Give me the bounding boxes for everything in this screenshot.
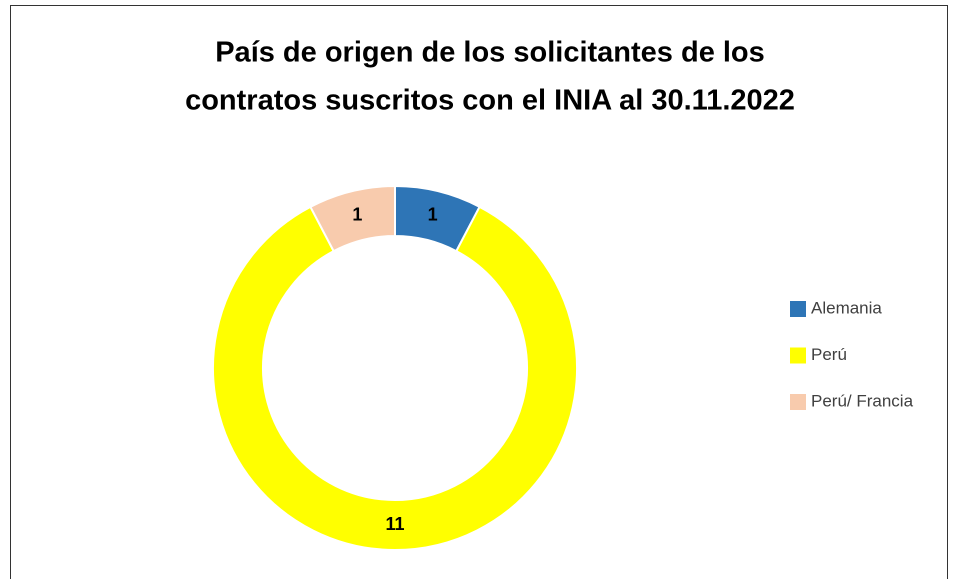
legend-label: Perú: [811, 345, 847, 364]
data-label: 1: [428, 204, 438, 224]
data-label: 1: [352, 204, 362, 224]
legend-swatch: [790, 301, 806, 317]
legend-label: Alemania: [811, 298, 882, 317]
legend-swatch: [790, 347, 806, 364]
data-label: 11: [385, 514, 404, 534]
legend-label: Perú/ Francia: [811, 391, 914, 410]
chart-border: [10, 5, 948, 579]
donut-segment: [212, 205, 578, 551]
chart-title: País de origen de los solicitantes de lo…: [215, 37, 765, 69]
legend-swatch: [790, 394, 806, 410]
chart-title: contratos suscritos con el INIA al 30.11…: [185, 85, 795, 117]
donut-segment: [309, 184, 396, 253]
